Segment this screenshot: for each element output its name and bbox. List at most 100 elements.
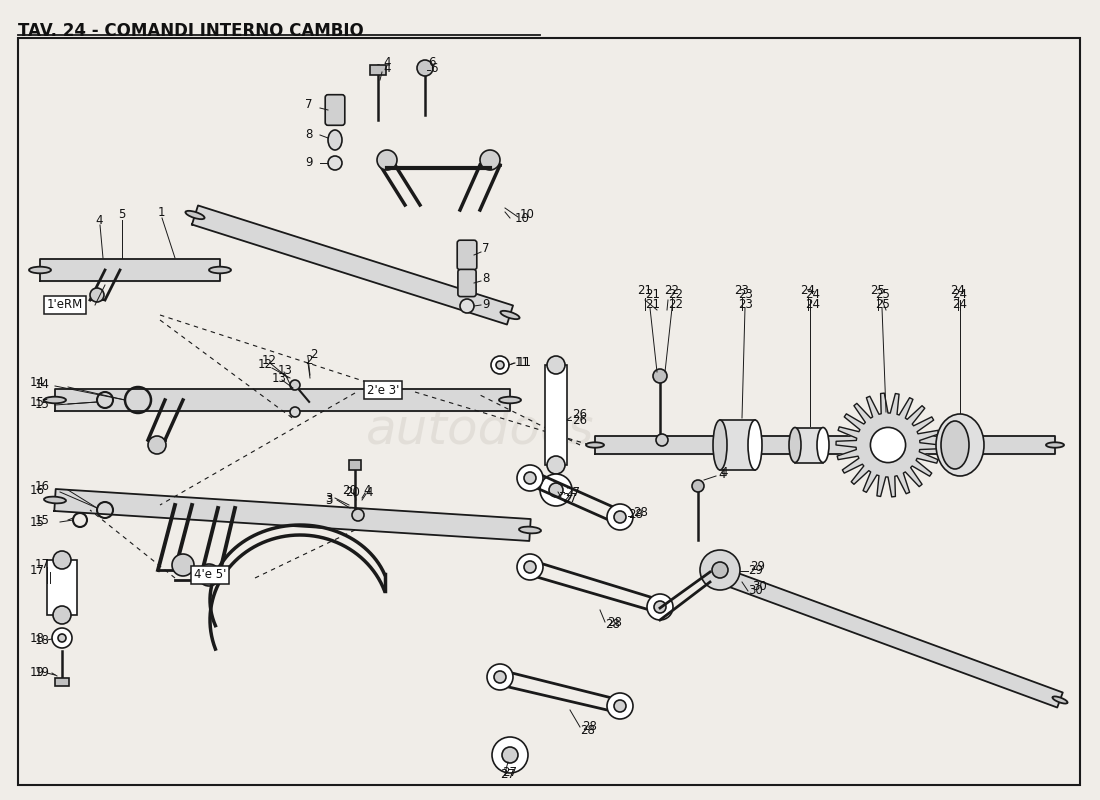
Circle shape bbox=[58, 634, 66, 642]
Text: 11: 11 bbox=[515, 355, 530, 369]
Circle shape bbox=[290, 380, 300, 390]
Ellipse shape bbox=[328, 130, 342, 150]
Text: 21: 21 bbox=[638, 283, 652, 297]
Circle shape bbox=[654, 601, 666, 613]
Text: 4: 4 bbox=[363, 483, 371, 497]
Text: 30: 30 bbox=[748, 583, 762, 597]
Text: 6: 6 bbox=[430, 62, 438, 74]
Circle shape bbox=[653, 369, 667, 383]
Ellipse shape bbox=[519, 526, 541, 534]
Text: 12: 12 bbox=[262, 354, 277, 366]
Text: 26: 26 bbox=[572, 409, 587, 422]
Text: 6: 6 bbox=[428, 55, 436, 69]
Text: 22: 22 bbox=[664, 283, 680, 297]
Circle shape bbox=[540, 474, 572, 506]
Circle shape bbox=[692, 480, 704, 492]
Ellipse shape bbox=[53, 606, 72, 624]
Text: 2: 2 bbox=[305, 354, 312, 366]
Ellipse shape bbox=[748, 420, 762, 470]
Circle shape bbox=[352, 509, 364, 521]
Text: 9: 9 bbox=[305, 157, 312, 170]
Text: 15: 15 bbox=[35, 514, 50, 526]
Circle shape bbox=[524, 561, 536, 573]
Ellipse shape bbox=[44, 397, 66, 403]
Text: 7: 7 bbox=[482, 242, 490, 254]
Polygon shape bbox=[40, 259, 220, 281]
Polygon shape bbox=[836, 393, 940, 497]
Bar bbox=[795, 428, 823, 463]
FancyBboxPatch shape bbox=[458, 270, 476, 297]
Text: 27: 27 bbox=[562, 491, 578, 505]
Circle shape bbox=[524, 472, 536, 484]
Text: 27: 27 bbox=[565, 486, 580, 498]
Circle shape bbox=[491, 356, 509, 374]
Circle shape bbox=[517, 465, 543, 491]
Circle shape bbox=[656, 434, 668, 446]
Text: 22: 22 bbox=[668, 298, 683, 311]
Ellipse shape bbox=[53, 551, 72, 569]
Circle shape bbox=[700, 550, 740, 590]
Circle shape bbox=[198, 564, 220, 586]
Text: 30: 30 bbox=[752, 581, 767, 594]
Text: 19: 19 bbox=[35, 666, 50, 679]
Text: 23: 23 bbox=[738, 289, 752, 302]
Ellipse shape bbox=[1046, 442, 1064, 448]
Text: 8: 8 bbox=[305, 129, 312, 142]
Circle shape bbox=[148, 436, 166, 454]
Circle shape bbox=[290, 407, 300, 417]
Ellipse shape bbox=[713, 420, 727, 470]
Text: 12: 12 bbox=[258, 358, 273, 371]
Text: 4'e 5': 4'e 5' bbox=[194, 569, 227, 582]
Circle shape bbox=[549, 483, 563, 497]
Text: 28: 28 bbox=[632, 506, 648, 518]
Ellipse shape bbox=[547, 456, 565, 474]
Text: 7: 7 bbox=[305, 98, 312, 111]
Circle shape bbox=[480, 150, 501, 170]
Circle shape bbox=[607, 504, 632, 530]
Ellipse shape bbox=[547, 356, 565, 374]
FancyBboxPatch shape bbox=[326, 94, 344, 126]
Bar bbox=[370, 65, 386, 75]
Polygon shape bbox=[192, 206, 513, 325]
Circle shape bbox=[460, 299, 474, 313]
Ellipse shape bbox=[936, 414, 985, 476]
Ellipse shape bbox=[1053, 697, 1068, 703]
Bar bbox=[720, 420, 755, 470]
Circle shape bbox=[517, 554, 543, 580]
Bar bbox=[55, 678, 69, 686]
Bar bbox=[349, 460, 361, 470]
Text: 17: 17 bbox=[30, 563, 45, 577]
Circle shape bbox=[502, 747, 518, 763]
Text: 2: 2 bbox=[310, 349, 318, 362]
Text: 10: 10 bbox=[520, 209, 535, 222]
Circle shape bbox=[870, 427, 905, 462]
Circle shape bbox=[496, 361, 504, 369]
Text: 28: 28 bbox=[605, 618, 620, 631]
Text: 25: 25 bbox=[874, 289, 890, 302]
Ellipse shape bbox=[499, 397, 521, 403]
Polygon shape bbox=[595, 436, 1055, 454]
Text: 25: 25 bbox=[874, 298, 890, 311]
Text: 4: 4 bbox=[383, 55, 390, 69]
Circle shape bbox=[487, 664, 513, 690]
Text: 11: 11 bbox=[517, 355, 532, 369]
Text: 8: 8 bbox=[482, 271, 490, 285]
Text: 1'eRM: 1'eRM bbox=[47, 298, 84, 311]
Text: 13: 13 bbox=[278, 363, 293, 377]
Circle shape bbox=[52, 628, 72, 648]
Text: 24: 24 bbox=[805, 289, 820, 302]
Ellipse shape bbox=[789, 427, 801, 462]
Ellipse shape bbox=[44, 497, 66, 503]
Text: 3: 3 bbox=[324, 494, 332, 506]
Text: 18: 18 bbox=[35, 634, 50, 646]
Text: 29: 29 bbox=[750, 561, 764, 574]
Text: 1: 1 bbox=[158, 206, 165, 218]
Ellipse shape bbox=[209, 266, 231, 274]
Text: 15: 15 bbox=[35, 398, 50, 410]
Text: 27: 27 bbox=[502, 766, 517, 778]
Text: 14: 14 bbox=[35, 378, 50, 391]
Text: 13: 13 bbox=[272, 371, 287, 385]
Text: 14: 14 bbox=[30, 377, 45, 390]
Text: 27: 27 bbox=[500, 769, 515, 782]
Circle shape bbox=[172, 554, 194, 576]
